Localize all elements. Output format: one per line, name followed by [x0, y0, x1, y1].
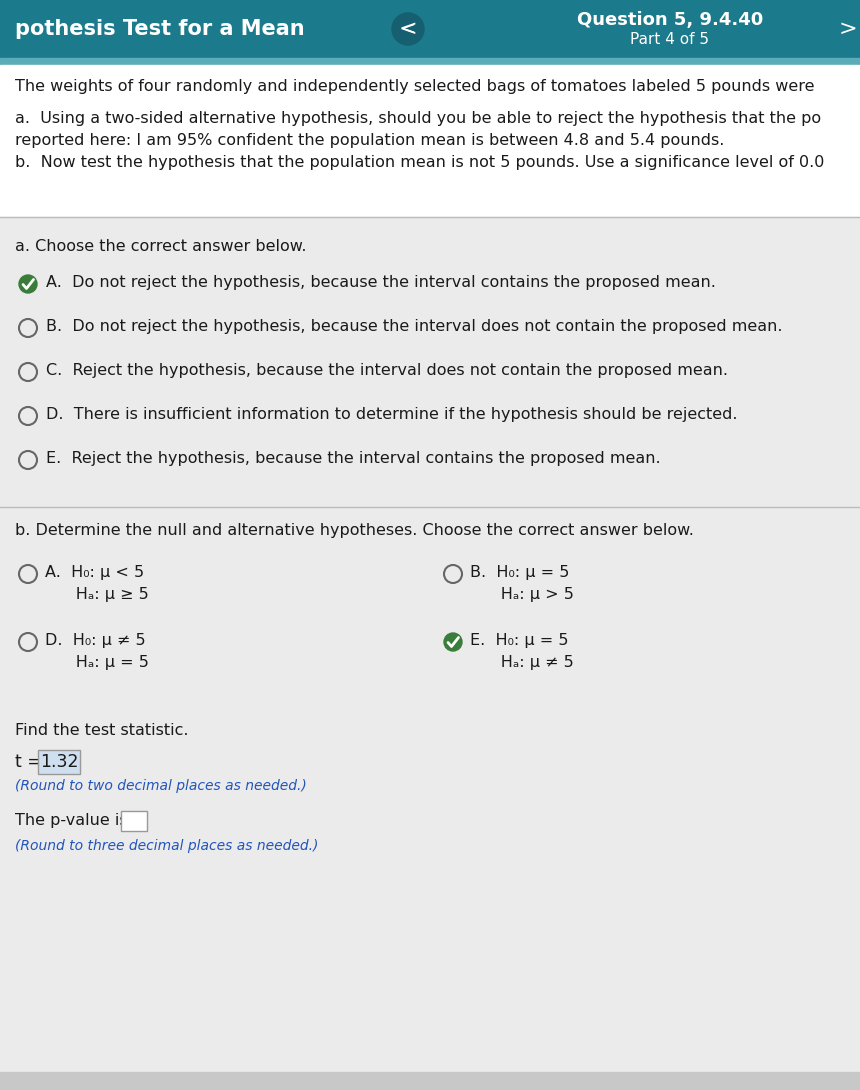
- Text: >: >: [838, 19, 857, 39]
- Text: reported here: I am 95% confident the population mean is between 4.8 and 5.4 pou: reported here: I am 95% confident the po…: [15, 133, 724, 148]
- Text: <: <: [399, 19, 417, 39]
- Circle shape: [392, 13, 424, 45]
- Text: The p-value is: The p-value is: [15, 813, 127, 828]
- Text: <: <: [401, 20, 415, 38]
- Text: b.  Now test the hypothesis that the population mean is not 5 pounds. Use a sign: b. Now test the hypothesis that the popu…: [15, 155, 825, 170]
- Text: B.  H₀: μ = 5: B. H₀: μ = 5: [470, 565, 569, 580]
- Text: The weights of four randomly and independently selected bags of tomatoes labeled: The weights of four randomly and indepen…: [15, 78, 814, 94]
- Text: D.  There is insufficient information to determine if the hypothesis should be r: D. There is insufficient information to …: [46, 407, 738, 422]
- Text: a. Choose the correct answer below.: a. Choose the correct answer below.: [15, 239, 306, 254]
- Text: Hₐ: μ > 5: Hₐ: μ > 5: [470, 588, 574, 602]
- Text: Hₐ: μ ≥ 5: Hₐ: μ ≥ 5: [45, 588, 149, 602]
- Circle shape: [444, 633, 462, 651]
- Bar: [0, 1071, 860, 1090]
- FancyBboxPatch shape: [38, 750, 80, 774]
- Text: A.  Do not reject the hypothesis, because the interval contains the proposed mea: A. Do not reject the hypothesis, because…: [46, 275, 716, 290]
- Circle shape: [19, 319, 37, 337]
- Bar: [0, 65, 860, 217]
- Text: t =: t =: [15, 753, 42, 771]
- Circle shape: [19, 363, 37, 382]
- Bar: [0, 58, 860, 65]
- Text: B.  Do not reject the hypothesis, because the interval does not contain the prop: B. Do not reject the hypothesis, because…: [46, 319, 783, 334]
- Text: pothesis Test for a Mean: pothesis Test for a Mean: [15, 19, 304, 39]
- Text: (Round to three decimal places as needed.): (Round to three decimal places as needed…: [15, 839, 318, 853]
- Text: Part 4 of 5: Part 4 of 5: [630, 33, 710, 48]
- Text: a.  Using a two-sided alternative hypothesis, should you be able to reject the h: a. Using a two-sided alternative hypothe…: [15, 111, 821, 126]
- Text: E.  Reject the hypothesis, because the interval contains the proposed mean.: E. Reject the hypothesis, because the in…: [46, 451, 660, 467]
- Text: Find the test statistic.: Find the test statistic.: [15, 723, 188, 738]
- Text: Question 5, 9.4.40: Question 5, 9.4.40: [577, 11, 763, 29]
- Circle shape: [19, 275, 37, 293]
- Circle shape: [19, 407, 37, 425]
- Text: 1.32: 1.32: [40, 753, 78, 771]
- Text: Hₐ: μ ≠ 5: Hₐ: μ ≠ 5: [470, 655, 574, 670]
- FancyBboxPatch shape: [121, 811, 147, 831]
- Circle shape: [19, 565, 37, 583]
- Text: Hₐ: μ = 5: Hₐ: μ = 5: [45, 655, 149, 670]
- Circle shape: [19, 633, 37, 651]
- Text: A.  H₀: μ < 5: A. H₀: μ < 5: [45, 565, 144, 580]
- Text: D.  H₀: μ ≠ 5: D. H₀: μ ≠ 5: [45, 633, 145, 647]
- Text: C.  Reject the hypothesis, because the interval does not contain the proposed me: C. Reject the hypothesis, because the in…: [46, 363, 728, 378]
- Circle shape: [19, 451, 37, 469]
- Circle shape: [444, 565, 462, 583]
- Bar: [0, 217, 860, 1090]
- Text: E.  H₀: μ = 5: E. H₀: μ = 5: [470, 633, 568, 647]
- Bar: [0, 0, 860, 58]
- Text: b. Determine the null and alternative hypotheses. Choose the correct answer belo: b. Determine the null and alternative hy…: [15, 523, 694, 538]
- Text: (Round to two decimal places as needed.): (Round to two decimal places as needed.): [15, 779, 307, 794]
